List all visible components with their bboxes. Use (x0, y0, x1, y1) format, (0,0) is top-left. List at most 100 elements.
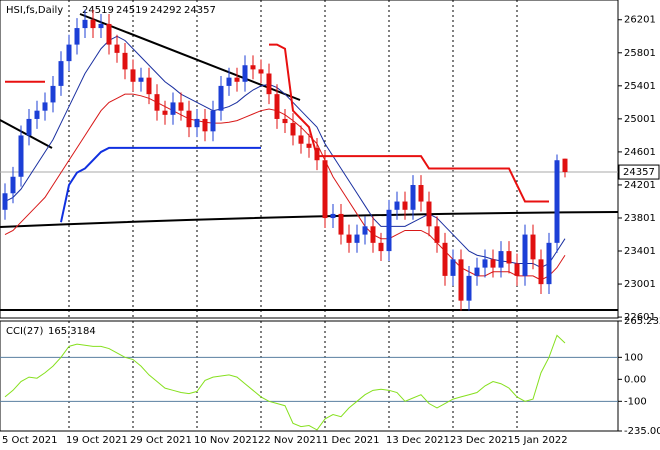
candle-body (354, 234, 360, 243)
y-tick-label: 25001 (624, 114, 656, 125)
candle-body (346, 234, 352, 243)
indicator-line (4, 35, 566, 269)
y-tick-label: 24601 (624, 147, 656, 158)
candle-body (402, 201, 408, 210)
x-tick-label: 19 Oct 2021 (66, 435, 128, 446)
trend-line (0, 211, 619, 228)
candle-body (386, 209, 392, 252)
candle-body (10, 176, 16, 194)
candle-body (498, 251, 504, 268)
x-tick-label: 29 Oct 2021 (130, 435, 192, 446)
candle-body (250, 65, 256, 70)
y-tick-label: 23801 (624, 213, 656, 224)
candle-body (362, 226, 368, 235)
candle-body (314, 147, 320, 161)
candle-body (506, 251, 512, 264)
x-tick-label: 22 Nov 2021 (258, 435, 322, 446)
y-tick-label: 25401 (624, 81, 656, 92)
candle-body (50, 85, 56, 103)
candle-body (218, 85, 224, 111)
candle-body (378, 242, 384, 252)
trend-line (0, 119, 53, 149)
candle-body (450, 259, 456, 276)
candle-body (338, 213, 344, 235)
candle-body (2, 193, 8, 210)
candle-body (554, 160, 560, 243)
x-tick-label: 10 Nov 2021 (194, 435, 258, 446)
candle-body (258, 69, 264, 74)
candle-body (298, 135, 304, 144)
candle-body (522, 234, 528, 276)
x-tick-label: 5 Jan 2022 (514, 435, 568, 446)
x-tick-label: 1 Dec 2021 (322, 435, 380, 446)
candle-body (282, 118, 288, 124)
y-tick-label: 23401 (624, 246, 656, 257)
candle-body (146, 77, 152, 95)
candle-body (330, 213, 336, 219)
candle-body (130, 69, 136, 82)
candle-body (274, 94, 280, 119)
y-tick-label: 24201 (624, 180, 656, 191)
candle-body (514, 263, 520, 276)
candle-body (442, 242, 448, 276)
candle-body (138, 77, 144, 82)
candle-body (530, 234, 536, 260)
candle-body (466, 275, 472, 301)
candle-body (186, 110, 192, 128)
cci-title: CCI(27) (6, 326, 44, 337)
y-tick-label: 100 (624, 352, 643, 363)
candle-body (394, 201, 400, 210)
header-value: 24357 (184, 5, 216, 16)
candle-body (234, 77, 240, 82)
candle-body (490, 259, 496, 268)
candle-body (290, 123, 296, 136)
candle-body (458, 259, 464, 301)
candle-body (194, 118, 200, 128)
candle-body (170, 102, 176, 115)
candle-body (306, 143, 312, 148)
y-tick-label: 23001 (624, 279, 656, 290)
chart-title: HSI,fs,Daily (6, 5, 63, 16)
candle-body (34, 110, 40, 119)
candle-body (370, 226, 376, 243)
candle-body (242, 65, 248, 82)
candle-body (162, 110, 168, 115)
indicator-line (60, 146, 261, 223)
candle-body (58, 61, 64, 86)
candle-body (82, 19, 88, 29)
candle-body (122, 52, 128, 70)
header-value: 24519 (82, 5, 114, 16)
candle-body (322, 160, 328, 219)
y-tick-label: 0.00 (624, 374, 646, 385)
candle-body (90, 19, 96, 29)
candle-body (474, 267, 480, 276)
candle-body (434, 226, 440, 243)
y-tick-label: 26201 (624, 15, 656, 26)
candle-body (178, 102, 184, 111)
price-panel (0, 0, 619, 319)
price-box (618, 164, 660, 180)
y-tick-label: 25801 (624, 48, 656, 59)
x-tick-label: 5 Oct 2021 (2, 435, 57, 446)
header-value: 24519 (116, 5, 148, 16)
candle-body (66, 44, 72, 62)
candle-body (18, 135, 24, 177)
candle-body (226, 77, 232, 86)
candle-body (98, 23, 104, 29)
candle-body (154, 94, 160, 111)
candle-body (546, 242, 552, 285)
candle-body (418, 185, 424, 202)
candle-body (482, 259, 488, 268)
candle-body (42, 102, 48, 111)
candle-body (538, 259, 544, 285)
header-value: 24292 (150, 5, 182, 16)
candle-body (74, 28, 80, 45)
cci-value: 165.3184 (48, 326, 96, 337)
x-tick-label: 23 Dec 2021 (450, 435, 514, 446)
y-tick-label: -100 (624, 396, 647, 407)
x-tick-label: 13 Dec 2021 (386, 435, 450, 446)
indicator-line (4, 334, 566, 431)
y-tick-label: 22601 (624, 312, 656, 323)
indicator-line (269, 43, 549, 203)
